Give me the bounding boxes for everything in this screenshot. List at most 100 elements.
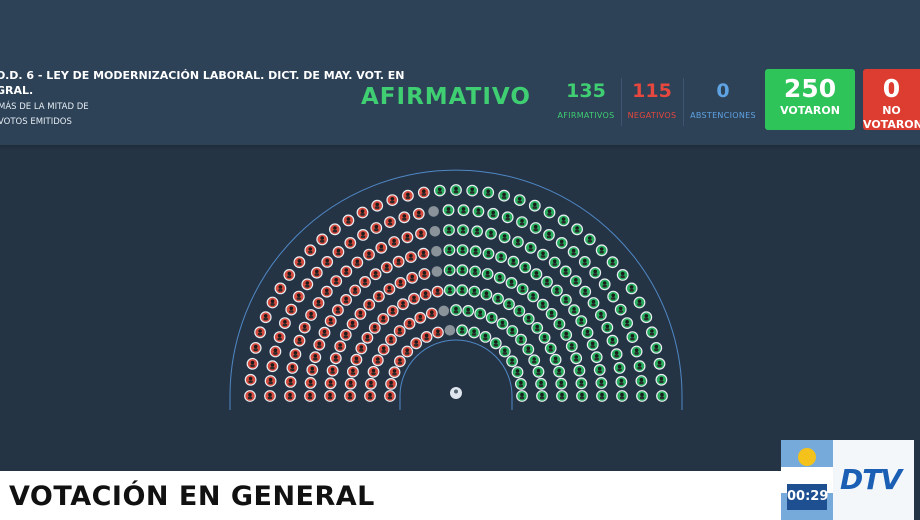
seat-negativo bbox=[388, 236, 401, 248]
seat-negativo bbox=[244, 373, 257, 386]
votaron-label: VOTARON bbox=[780, 104, 840, 117]
seat-negativo bbox=[368, 322, 381, 334]
seat-negativo bbox=[398, 211, 411, 224]
seat-afirmativo bbox=[569, 275, 582, 288]
seat-afirmativo bbox=[498, 189, 511, 202]
seat-afirmativo bbox=[586, 338, 599, 351]
negativos-count: 115 bbox=[632, 80, 672, 102]
seat-negativo bbox=[349, 284, 362, 297]
seat-afirmativo bbox=[555, 377, 568, 390]
seat-afirmativo bbox=[522, 313, 535, 325]
negativos-label: NEGATIVOS bbox=[627, 111, 677, 120]
seat-afirmativo bbox=[515, 378, 527, 390]
seat-negativo bbox=[284, 390, 296, 402]
seat-afirmativo bbox=[442, 204, 455, 217]
seat-afirmativo bbox=[443, 244, 456, 257]
seat-afirmativo bbox=[528, 354, 541, 367]
majority-type: MÁS DE LA MITAD DE VOTOS EMITIDOS bbox=[0, 100, 89, 130]
seat-afirmativo bbox=[466, 184, 479, 197]
seat-afirmativo bbox=[468, 285, 481, 298]
no-votaron-box: 0 NO VOTARON bbox=[863, 69, 920, 131]
seat-negativo bbox=[385, 333, 397, 346]
seat-afirmativo bbox=[593, 364, 606, 376]
seat-afirmativo bbox=[536, 390, 548, 402]
seat-negativo bbox=[298, 321, 311, 334]
seat-negativo bbox=[401, 345, 414, 358]
seat-afirmativo bbox=[456, 264, 469, 277]
seat-afirmativo bbox=[472, 205, 485, 218]
seat-afirmativo bbox=[524, 241, 537, 254]
seat-negativo bbox=[293, 334, 306, 347]
seat-afirmativo bbox=[607, 290, 620, 303]
seat-negativo bbox=[417, 186, 430, 199]
seat-afirmativo bbox=[506, 325, 519, 337]
seat-negativo bbox=[330, 275, 343, 288]
seat-negativo bbox=[264, 375, 277, 387]
seat-afirmativo bbox=[498, 345, 511, 358]
seat-afirmativo bbox=[635, 375, 648, 387]
seat-negativo bbox=[394, 277, 407, 289]
seat-afirmativo bbox=[505, 277, 518, 289]
seat-negativo bbox=[344, 390, 356, 402]
seat-negativo bbox=[355, 342, 368, 355]
seat-ausente bbox=[431, 246, 442, 257]
seat-afirmativo bbox=[614, 303, 627, 316]
seat-afirmativo bbox=[575, 315, 588, 328]
seat-afirmativo bbox=[576, 390, 588, 402]
seat-afirmativo bbox=[485, 311, 498, 324]
seat-negativo bbox=[244, 390, 256, 402]
seat-afirmativo bbox=[595, 244, 608, 257]
seat-negativo bbox=[283, 269, 296, 281]
abstenciones-counter: 0 ABSTENCIONES bbox=[688, 80, 758, 120]
seat-afirmativo bbox=[621, 317, 633, 330]
hemicycle-frame bbox=[399, 339, 513, 410]
seat-afirmativo bbox=[501, 211, 514, 224]
seat-negativo bbox=[401, 231, 414, 244]
seat-negativo bbox=[363, 298, 376, 311]
seat-afirmativo bbox=[640, 311, 653, 324]
seat-negativo bbox=[383, 283, 396, 296]
seat-afirmativo bbox=[595, 309, 607, 321]
seat-negativo bbox=[321, 256, 334, 268]
seat-afirmativo bbox=[516, 216, 528, 229]
seat-afirmativo bbox=[456, 244, 469, 257]
seat-negativo bbox=[431, 285, 444, 298]
sun-of-may-icon bbox=[798, 448, 816, 466]
seat-afirmativo bbox=[516, 283, 529, 296]
seat-negativo bbox=[346, 318, 359, 330]
votaron-count: 250 bbox=[783, 74, 837, 103]
seat-afirmativo bbox=[532, 365, 545, 378]
seat-negativo bbox=[384, 216, 396, 229]
seat-negativo bbox=[369, 268, 382, 281]
seat-afirmativo bbox=[516, 390, 528, 402]
seat-negativo bbox=[377, 343, 390, 356]
seat-negativo bbox=[316, 233, 329, 246]
seat-afirmativo bbox=[579, 285, 592, 298]
header-shadow bbox=[0, 145, 920, 151]
seat-afirmativo bbox=[596, 390, 608, 402]
seat-negativo bbox=[329, 223, 341, 236]
seat-negativo bbox=[408, 292, 420, 305]
seat-negativo bbox=[279, 317, 291, 330]
no-votaron-label: NO VOTARON bbox=[863, 104, 920, 131]
majority-type-line1: MÁS DE LA MITAD DE bbox=[0, 102, 89, 112]
seat-afirmativo bbox=[589, 266, 602, 279]
seat-afirmativo bbox=[519, 261, 532, 274]
vote-stage-title: VOTACIÓN EN GENERAL bbox=[9, 481, 375, 512]
seat-afirmativo bbox=[450, 304, 462, 316]
seat-negativo bbox=[373, 290, 385, 303]
seat-ausente bbox=[431, 266, 443, 277]
clock: 00:29 bbox=[787, 484, 828, 510]
seat-afirmativo bbox=[630, 345, 643, 358]
seat-afirmativo bbox=[633, 296, 646, 309]
seat-negativo bbox=[292, 290, 305, 303]
seat-negativo bbox=[312, 297, 325, 309]
seat-afirmativo bbox=[553, 318, 566, 330]
seat-afirmativo bbox=[636, 390, 648, 402]
seat-afirmativo bbox=[545, 308, 558, 320]
seat-negativo bbox=[305, 309, 318, 321]
seat-afirmativo bbox=[650, 342, 663, 354]
seat-afirmativo bbox=[568, 304, 580, 317]
channel-logo: DTV bbox=[840, 463, 902, 496]
seat-negativo bbox=[326, 364, 339, 377]
